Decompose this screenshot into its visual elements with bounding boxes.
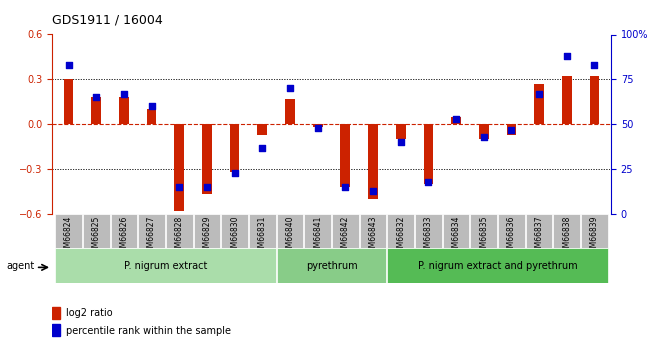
FancyBboxPatch shape [415, 214, 441, 248]
FancyBboxPatch shape [166, 214, 192, 248]
Point [285, 86, 295, 91]
FancyBboxPatch shape [304, 214, 331, 248]
Point [423, 179, 434, 184]
Text: GSM66843: GSM66843 [369, 216, 378, 257]
Bar [506, 124, 516, 135]
Point [119, 91, 129, 97]
Bar [202, 124, 212, 195]
FancyBboxPatch shape [387, 248, 608, 283]
Point [91, 95, 101, 100]
FancyBboxPatch shape [55, 214, 82, 248]
Text: GSM66832: GSM66832 [396, 216, 405, 257]
Bar [479, 124, 489, 139]
Text: GSM66827: GSM66827 [147, 216, 156, 257]
Bar [396, 124, 406, 139]
Point [395, 139, 406, 145]
Point [562, 53, 572, 59]
Bar [562, 76, 571, 124]
Point [368, 188, 378, 193]
FancyBboxPatch shape [443, 214, 469, 248]
FancyBboxPatch shape [498, 214, 525, 248]
FancyBboxPatch shape [387, 214, 414, 248]
Text: GSM66829: GSM66829 [202, 216, 211, 257]
Text: log2 ratio: log2 ratio [66, 308, 112, 318]
FancyBboxPatch shape [526, 214, 552, 248]
Point [64, 62, 74, 68]
Bar [52, 307, 60, 319]
Text: GSM66837: GSM66837 [534, 216, 543, 257]
Text: GSM66839: GSM66839 [590, 216, 599, 257]
Bar [147, 109, 157, 124]
Point [478, 134, 489, 139]
FancyBboxPatch shape [332, 214, 359, 248]
Point [202, 184, 212, 190]
FancyBboxPatch shape [277, 214, 304, 248]
Text: GSM66825: GSM66825 [92, 216, 101, 257]
Point [340, 184, 350, 190]
Point [257, 145, 268, 150]
Text: GSM66834: GSM66834 [452, 216, 461, 257]
Text: GSM66833: GSM66833 [424, 216, 433, 257]
Bar [424, 124, 433, 184]
FancyBboxPatch shape [249, 214, 276, 248]
Text: GSM66840: GSM66840 [285, 216, 294, 257]
Bar [341, 124, 350, 187]
Point [146, 104, 157, 109]
Bar [174, 124, 184, 211]
FancyBboxPatch shape [359, 214, 386, 248]
Text: GDS1911 / 16004: GDS1911 / 16004 [52, 14, 162, 27]
Text: percentile rank within the sample: percentile rank within the sample [66, 326, 231, 335]
FancyBboxPatch shape [277, 248, 386, 283]
Text: P. nigrum extract and pyrethrum: P. nigrum extract and pyrethrum [418, 261, 577, 270]
Text: GSM66831: GSM66831 [258, 216, 266, 257]
Point [174, 184, 185, 190]
Text: agent: agent [6, 261, 34, 270]
FancyBboxPatch shape [194, 214, 220, 248]
Bar [92, 97, 101, 124]
Point [589, 62, 599, 68]
Text: GSM66835: GSM66835 [479, 216, 488, 257]
FancyBboxPatch shape [83, 214, 110, 248]
Text: GSM66830: GSM66830 [230, 216, 239, 257]
Text: GSM66842: GSM66842 [341, 216, 350, 257]
FancyBboxPatch shape [111, 214, 137, 248]
Text: GSM66841: GSM66841 [313, 216, 322, 257]
Bar [313, 124, 322, 127]
Bar [590, 76, 599, 124]
Text: GSM66836: GSM66836 [507, 216, 516, 257]
Bar [257, 124, 267, 135]
Bar [230, 124, 239, 172]
FancyBboxPatch shape [471, 214, 497, 248]
Text: GSM66828: GSM66828 [175, 216, 184, 257]
Bar [52, 324, 60, 336]
Bar [119, 97, 129, 124]
Point [534, 91, 544, 97]
Bar [451, 117, 461, 124]
Bar [534, 84, 544, 124]
Bar [285, 99, 295, 124]
Bar [368, 124, 378, 199]
Point [451, 116, 462, 121]
FancyBboxPatch shape [581, 214, 608, 248]
Text: GSM66824: GSM66824 [64, 216, 73, 257]
Text: P. nigrum extract: P. nigrum extract [124, 261, 207, 270]
FancyBboxPatch shape [222, 214, 248, 248]
Text: pyrethrum: pyrethrum [306, 261, 358, 270]
FancyBboxPatch shape [138, 214, 165, 248]
Point [313, 125, 323, 130]
Text: GSM66826: GSM66826 [120, 216, 129, 257]
Point [506, 127, 517, 132]
Text: GSM66838: GSM66838 [562, 216, 571, 257]
FancyBboxPatch shape [553, 214, 580, 248]
Point [229, 170, 240, 175]
FancyBboxPatch shape [55, 248, 276, 283]
Bar [64, 79, 73, 124]
